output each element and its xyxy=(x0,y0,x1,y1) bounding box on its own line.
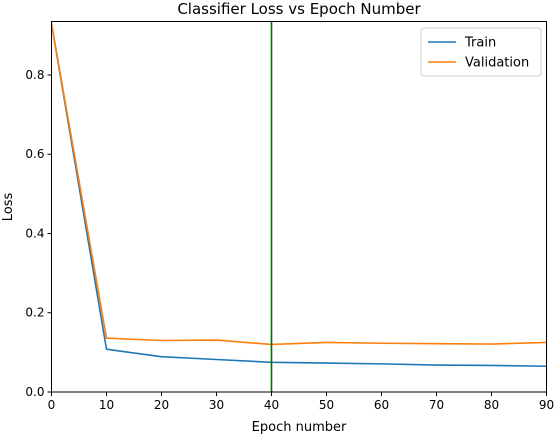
y-tick-label: 0.0 xyxy=(25,385,44,399)
y-tick-label: 0.8 xyxy=(25,68,44,82)
x-axis-label: Epoch number xyxy=(252,420,347,435)
plot-frame xyxy=(51,21,547,393)
x-tick-label: 70 xyxy=(429,398,444,412)
legend-box xyxy=(420,27,542,77)
plot-area xyxy=(50,21,547,393)
y-tick-label: 0.6 xyxy=(25,147,44,161)
legend: Train Validation xyxy=(420,27,542,77)
y-tick-label: 0.2 xyxy=(25,306,44,320)
y-tick-label: 0.4 xyxy=(25,226,44,240)
x-tick-label: 0 xyxy=(48,398,56,412)
x-tick-label: 80 xyxy=(484,398,499,412)
y-axis-label: Loss xyxy=(1,193,16,222)
x-tick-label: 50 xyxy=(319,398,334,412)
y-axis: 0.0 0.2 0.4 0.6 0.8 xyxy=(25,68,52,399)
x-tick-label: 90 xyxy=(539,398,554,412)
x-tick-label: 10 xyxy=(99,398,114,412)
series-line-validation xyxy=(50,23,547,346)
x-tick-label: 60 xyxy=(374,398,389,412)
x-tick-label: 40 xyxy=(264,398,279,412)
x-tick-label: 20 xyxy=(154,398,169,412)
legend-label-train: Train xyxy=(464,36,496,51)
series-line-train xyxy=(50,23,547,368)
x-axis: 0 10 20 30 40 50 60 70 80 90 xyxy=(48,392,554,412)
legend-label-validation: Validation xyxy=(465,56,529,71)
plot-background xyxy=(51,21,547,392)
x-tick-label: 30 xyxy=(209,398,224,412)
chart-title: Classifier Loss vs Epoch Number xyxy=(177,0,421,18)
series-layer xyxy=(50,23,547,368)
